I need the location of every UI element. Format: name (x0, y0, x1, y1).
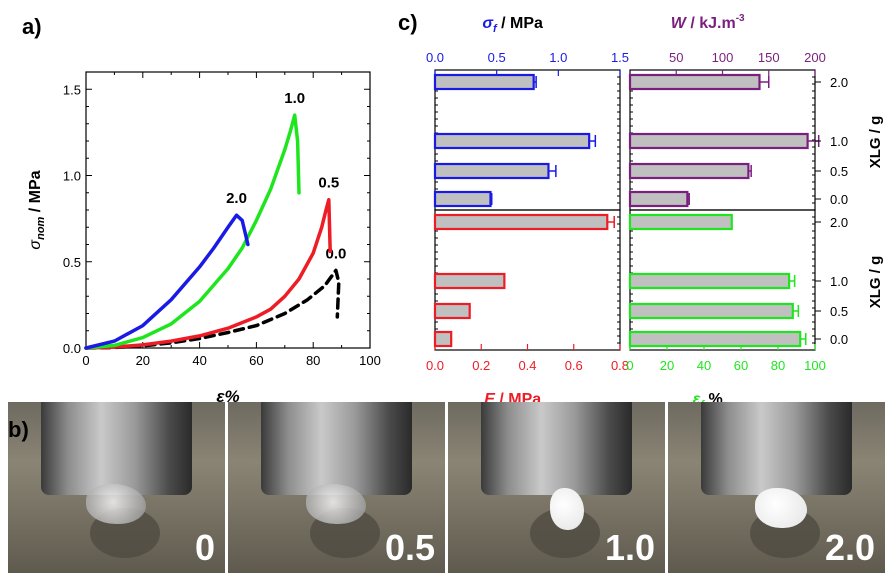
bar-W-0.5 (630, 164, 748, 178)
bar-E-0.5 (435, 304, 470, 318)
value-tick-label: 0.2 (472, 358, 490, 373)
gel-sample (306, 484, 366, 524)
x-tick-label: 80 (306, 353, 320, 368)
sample-photo-0.5: 0.5 (228, 402, 445, 573)
panel-label-b: b) (8, 417, 29, 443)
plunger (701, 402, 853, 495)
value-tick-label: 0.4 (518, 358, 536, 373)
bar-W-0.0 (630, 192, 687, 206)
value-tick-label: 20 (660, 358, 674, 373)
value-tick-label: 0.0 (426, 358, 444, 373)
value-tick-label: 100 (712, 50, 734, 65)
category-label-1.0: 1.0 (830, 134, 848, 149)
x-tick-label: 60 (249, 353, 263, 368)
series-label-2.0: 2.0 (226, 190, 247, 207)
axis-title-W: W / kJ.m-3 (671, 13, 745, 32)
series-label-0.5: 0.5 (318, 175, 339, 192)
value-tick-label: 200 (804, 50, 826, 65)
bar-E-0.0 (435, 332, 451, 346)
bar-W-2.0 (630, 75, 760, 89)
value-tick-label: 150 (758, 50, 780, 65)
photo-label: 2.0 (825, 527, 875, 569)
bar-σf-0.0 (435, 192, 491, 206)
value-tick-label: 0.0 (426, 50, 444, 65)
bar-εf-0.0 (630, 332, 800, 346)
plunger (481, 402, 633, 495)
axis-title-σf: σf / MPa (482, 15, 543, 35)
photo-label: 0 (195, 527, 215, 569)
bar-W-1.0 (630, 134, 808, 148)
value-tick-label: 1.0 (549, 50, 567, 65)
value-tick-label: 1.5 (611, 50, 629, 65)
x-tick-label: 20 (136, 353, 150, 368)
sample-photo-1.0: 1.0 (448, 402, 665, 573)
value-tick-label: 50 (669, 50, 683, 65)
value-tick-label: 100 (804, 358, 826, 373)
value-tick-label: 0.6 (565, 358, 583, 373)
category-label-1.0: 1.0 (830, 274, 848, 289)
y-tick-label: 0.5 (63, 255, 81, 270)
value-tick-label: 0.5 (488, 50, 506, 65)
value-tick-label: 80 (771, 358, 785, 373)
photo-label: 1.0 (605, 527, 655, 569)
series-label-1.0: 1.0 (284, 90, 305, 107)
category-axis-label: XLG / g (867, 116, 884, 169)
gel-sample (86, 484, 146, 524)
x-tick-label: 100 (359, 353, 381, 368)
category-axis-label: XLG / g (867, 256, 884, 309)
y-axis-label: σnom / MPa (27, 170, 47, 249)
sample-photo-2.0: 2.0 (668, 402, 885, 573)
bar-σf-1.0 (435, 134, 589, 148)
sample-photo-0: 0 (8, 402, 225, 573)
bar-σf-2.0 (435, 75, 534, 89)
y-tick-label: 0.0 (63, 341, 81, 356)
category-label-0.5: 0.5 (830, 304, 848, 319)
bar-εf-2.0 (630, 215, 732, 229)
bar-E-1.0 (435, 274, 504, 288)
y-tick-label: 1.0 (63, 169, 81, 184)
series-line-0.5 (86, 200, 330, 348)
bar-E-2.0 (435, 215, 607, 229)
x-tick-label: 40 (192, 353, 206, 368)
plunger (41, 402, 193, 495)
bar-σf-0.5 (435, 164, 548, 178)
value-tick-label: 60 (734, 358, 748, 373)
value-tick-label: 0 (626, 358, 633, 373)
category-label-0.0: 0.0 (830, 192, 848, 207)
category-label-2.0: 2.0 (830, 75, 848, 90)
bar-εf-0.5 (630, 304, 793, 318)
photo-label: 0.5 (385, 527, 435, 569)
category-label-0.0: 0.0 (830, 332, 848, 347)
y-tick-label: 1.5 (63, 82, 81, 97)
plunger (261, 402, 413, 495)
bar-εf-1.0 (630, 274, 789, 288)
category-label-2.0: 2.0 (830, 215, 848, 230)
x-tick-label: 0 (82, 353, 89, 368)
value-tick-label: 40 (697, 358, 711, 373)
category-label-0.5: 0.5 (830, 164, 848, 179)
